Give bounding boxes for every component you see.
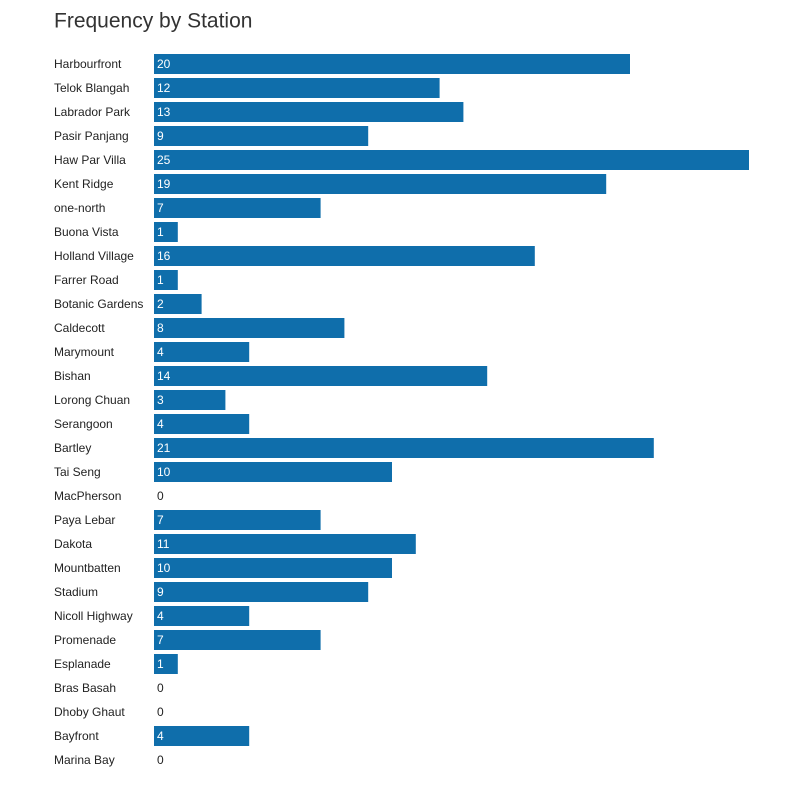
bar [154, 174, 607, 194]
bar [154, 246, 535, 266]
value-label: 4 [157, 729, 164, 743]
bar [154, 510, 321, 530]
value-label: 19 [157, 177, 171, 191]
value-label: 0 [157, 753, 164, 767]
value-label: 4 [157, 609, 164, 623]
bar [154, 414, 250, 434]
value-label: 0 [157, 705, 164, 719]
category-label: Marina Bay [54, 753, 115, 767]
category-label: Bishan [54, 369, 91, 383]
bar [154, 150, 749, 170]
category-label: Dhoby Ghaut [54, 705, 125, 719]
value-label: 7 [157, 513, 164, 527]
bar [154, 462, 392, 482]
category-label: Bras Basah [54, 681, 116, 695]
category-label: Farrer Road [54, 273, 119, 287]
category-label: Botanic Gardens [54, 297, 143, 311]
category-label: Paya Lebar [54, 513, 115, 527]
category-label: Haw Par Villa [54, 153, 126, 167]
category-label: one-north [54, 201, 105, 215]
bar [154, 558, 392, 578]
category-label: Promenade [54, 633, 116, 647]
bar [154, 390, 226, 410]
category-label: Mountbatten [54, 561, 121, 575]
value-label: 4 [157, 417, 164, 431]
category-label: Serangoon [54, 417, 113, 431]
bar [154, 606, 250, 626]
value-label: 25 [157, 153, 171, 167]
value-label: 7 [157, 633, 164, 647]
category-label: Dakota [54, 537, 92, 551]
value-label: 3 [157, 393, 164, 407]
category-label: Marymount [54, 345, 115, 359]
category-label: Lorong Chuan [54, 393, 130, 407]
bar [154, 54, 630, 74]
category-label: Bayfront [54, 729, 99, 743]
category-label: Esplanade [54, 657, 111, 671]
category-label: Bartley [54, 441, 91, 455]
chart-title: Frequency by Station [54, 10, 252, 33]
bar [154, 222, 178, 242]
bar [154, 78, 440, 98]
category-label: Buona Vista [54, 225, 119, 239]
value-label: 2 [157, 297, 164, 311]
value-label: 21 [157, 441, 171, 455]
bar [154, 438, 654, 458]
value-label: 7 [157, 201, 164, 215]
category-label: Kent Ridge [54, 177, 114, 191]
value-label: 9 [157, 129, 164, 143]
value-label: 1 [157, 657, 164, 671]
value-label: 14 [157, 369, 171, 383]
bar [154, 534, 416, 554]
category-label: Stadium [54, 585, 98, 599]
category-label: Holland Village [54, 249, 134, 263]
bar [154, 270, 178, 290]
bar [154, 102, 464, 122]
value-label: 11 [157, 537, 170, 551]
value-label: 9 [157, 585, 164, 599]
value-label: 4 [157, 345, 164, 359]
value-label: 0 [157, 489, 164, 503]
value-label: 1 [157, 273, 164, 287]
category-label: MacPherson [54, 489, 121, 503]
value-label: 16 [157, 249, 171, 263]
category-label: Labrador Park [54, 105, 131, 119]
category-label: Pasir Panjang [54, 129, 129, 143]
category-label: Caldecott [54, 321, 105, 335]
value-label: 1 [157, 225, 164, 239]
bar [154, 582, 369, 602]
bar [154, 294, 202, 314]
bar [154, 366, 488, 386]
category-label: Telok Blangah [54, 81, 129, 95]
category-label: Nicoll Highway [54, 609, 133, 623]
value-label: 12 [157, 81, 171, 95]
bar [154, 342, 250, 362]
bar [154, 630, 321, 650]
category-label: Harbourfront [54, 57, 122, 71]
bar [154, 726, 250, 746]
bar [154, 126, 369, 146]
value-label: 20 [157, 57, 171, 71]
bar [154, 318, 345, 338]
bar [154, 198, 321, 218]
value-label: 0 [157, 681, 164, 695]
bar [154, 654, 178, 674]
category-label: Tai Seng [54, 465, 101, 479]
value-label: 10 [157, 465, 171, 479]
value-label: 8 [157, 321, 164, 335]
value-label: 10 [157, 561, 171, 575]
value-label: 13 [157, 105, 171, 119]
